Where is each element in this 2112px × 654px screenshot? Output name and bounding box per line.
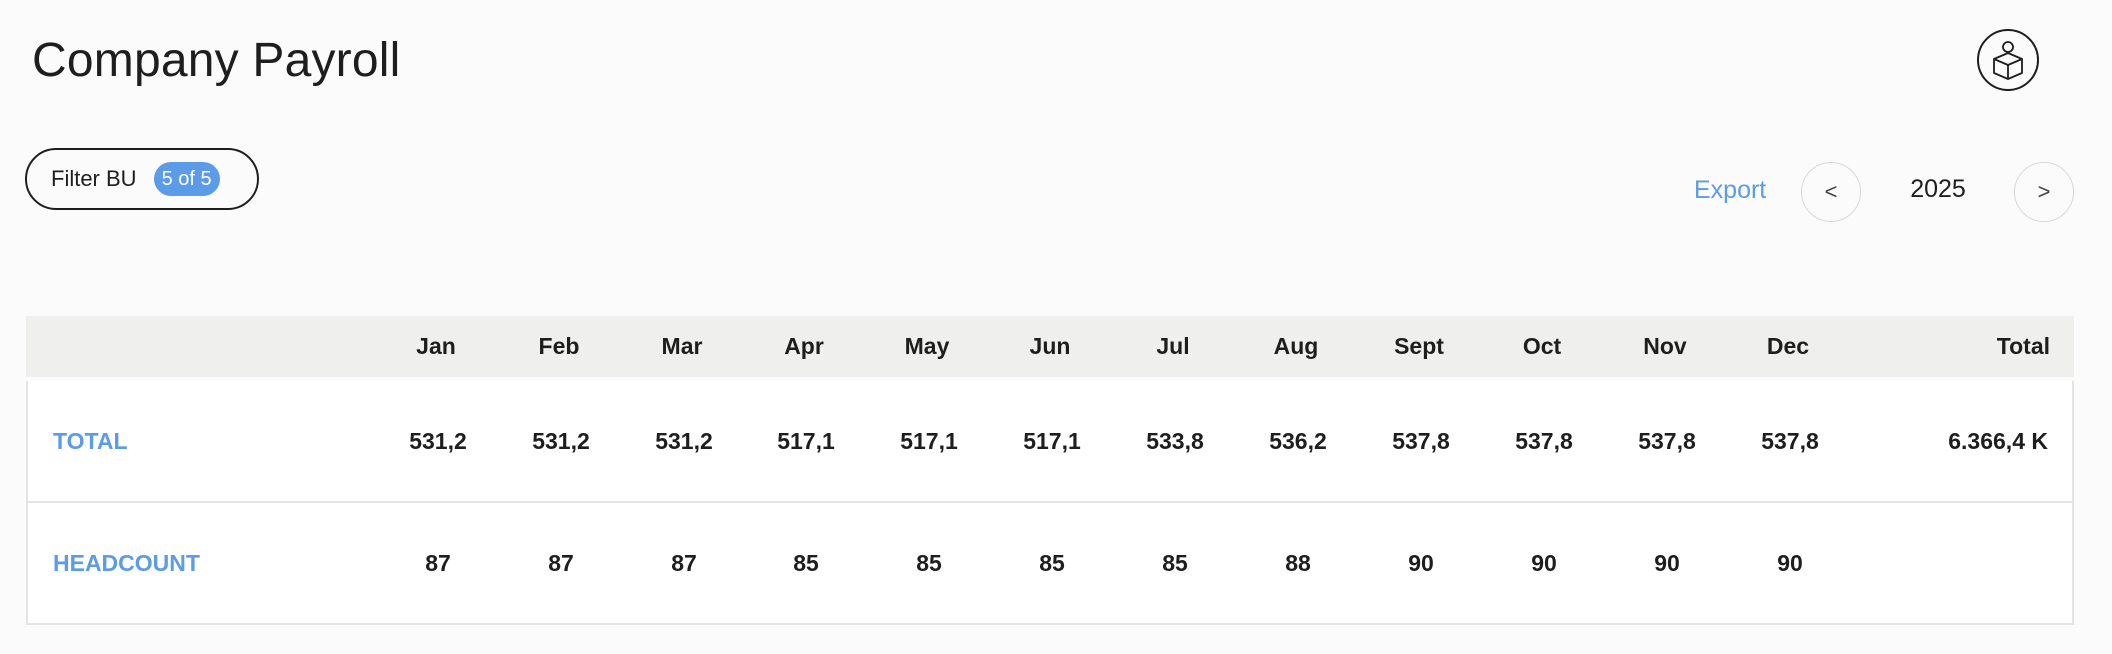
export-button[interactable]: Export (1694, 176, 1767, 204)
column-header: Apr (784, 333, 824, 359)
column-header: May (904, 333, 950, 359)
table-cell: 531,2 (655, 427, 713, 454)
column-header: Oct (1522, 333, 1562, 359)
table-cell: 85 (1039, 549, 1065, 576)
column-header: Nov (1643, 333, 1687, 359)
column-header: Jul (1156, 333, 1190, 359)
table-row-headcount: HEADCOUNT 87 87 87 85 85 85 85 88 90 90 … (28, 501, 2072, 623)
user-box-icon (1993, 41, 2023, 80)
column-header: Aug (1273, 333, 1319, 359)
table-cell: 85 (1162, 549, 1188, 576)
filter-bu-label: Filter BU (51, 166, 137, 191)
row-label-total[interactable]: TOTAL (53, 427, 128, 454)
row-label-headcount[interactable]: HEADCOUNT (53, 549, 200, 576)
table-cell: 531,2 (532, 427, 590, 454)
table-cell: 90 (1408, 549, 1434, 576)
filter-count-badge: 5 of 5 (153, 162, 220, 196)
column-header: Feb (538, 333, 580, 359)
table-cell: 85 (916, 549, 942, 576)
table-row-total: TOTAL 531,2 531,2 531,2 517,1 517,1 517,… (28, 381, 2072, 501)
table-header-row: Jan Feb Mar Apr May Jun Jul Aug Sept Oct… (26, 316, 2074, 377)
year-label: 2025 (1910, 175, 1966, 203)
table-cell: 531,2 (409, 427, 467, 454)
chevron-left-icon: < (1824, 179, 1838, 204)
table-cell: 537,8 (1392, 427, 1450, 454)
chevron-right-icon: > (2037, 179, 2051, 204)
column-header: Sept (1394, 333, 1444, 359)
table-cell: 87 (548, 549, 574, 576)
table-cell: 537,8 (1761, 427, 1819, 454)
table-cell: 517,1 (777, 427, 835, 454)
table-cell: 517,1 (900, 427, 958, 454)
table-cell: 537,8 (1515, 427, 1573, 454)
table-body: TOTAL 531,2 531,2 531,2 517,1 517,1 517,… (26, 381, 2074, 625)
table-cell: 87 (425, 549, 451, 576)
table-cell: 90 (1531, 549, 1557, 576)
table-cell: 90 (1654, 549, 1680, 576)
column-header: Dec (1766, 333, 1810, 359)
column-header: Mar (661, 333, 703, 359)
user-menu-button[interactable] (1977, 29, 2039, 91)
payroll-table: Jan Feb Mar Apr May Jun Jul Aug Sept Oct… (26, 316, 2074, 625)
table-cell: 537,8 (1638, 427, 1696, 454)
filter-bu-button[interactable]: Filter BU 5 of 5 (25, 148, 259, 210)
column-header: Jan (416, 333, 456, 359)
total-column-header: Total (1996, 333, 2050, 359)
column-header: Jun (1029, 333, 1071, 359)
table-cell: 517,1 (1023, 427, 1081, 454)
next-year-button[interactable]: > (2014, 162, 2074, 222)
table-cell: 87 (671, 549, 697, 576)
table-cell: 533,8 (1146, 427, 1204, 454)
table-cell: 85 (793, 549, 819, 576)
row-total-value: 6.366,4 K (1948, 427, 2048, 454)
table-cell: 90 (1777, 549, 1803, 576)
table-cell: 536,2 (1269, 427, 1327, 454)
page-title: Company Payroll (32, 34, 401, 87)
previous-year-button[interactable]: < (1801, 162, 1861, 222)
table-cell: 88 (1285, 549, 1311, 576)
